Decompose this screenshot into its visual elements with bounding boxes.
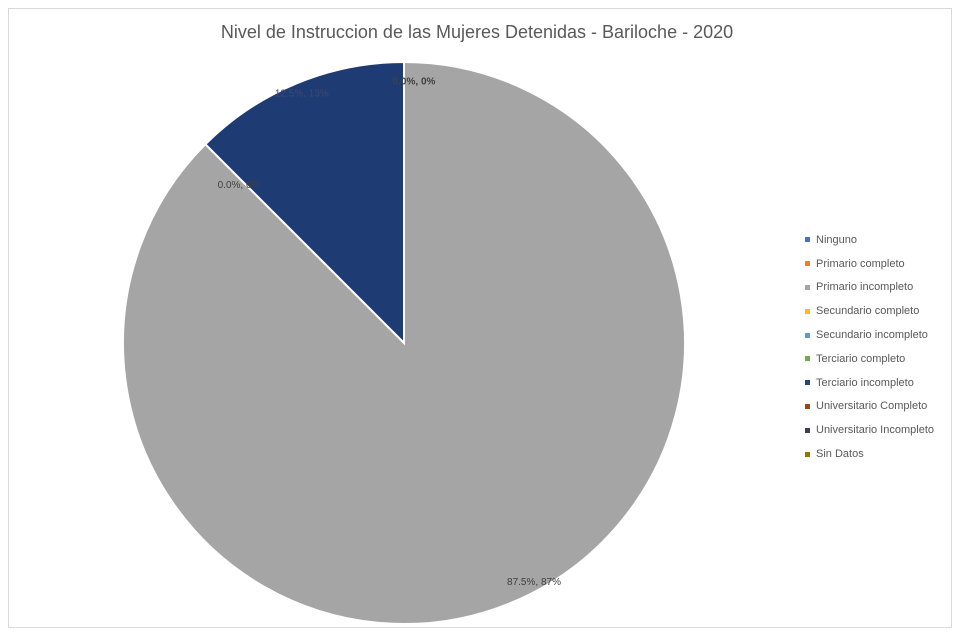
legend-swatch — [805, 308, 810, 314]
legend-item: Terciario completo — [805, 347, 934, 371]
legend-swatch — [805, 261, 810, 267]
legend-item: Sin Datos — [805, 442, 934, 466]
legend-label: Sin Datos — [816, 448, 864, 461]
chart-title: Nivel de Instruccion de las Mujeres Dete… — [220, 22, 734, 42]
legend-swatch — [805, 451, 810, 457]
legend-label: Universitario Completo — [816, 400, 928, 413]
legend-item: Secundario completo — [805, 299, 934, 323]
chart-area — [8, 8, 952, 628]
legend-swatch — [805, 427, 810, 433]
pie-slice-primario-completo — [203, 60, 405, 346]
legend-item: Primario completo — [805, 252, 934, 276]
legend-label: Secundario completo — [816, 305, 920, 318]
pie-slice-primario-incompleto — [122, 60, 686, 625]
legend-label: Primario completo — [816, 257, 905, 270]
data-label: 87.5%, 87% — [507, 577, 561, 588]
legend-label: Universitario Incompleto — [816, 424, 934, 437]
legend-swatch — [805, 380, 810, 386]
legend-label: Secundario incompleto — [816, 329, 928, 342]
legend-swatch — [805, 284, 810, 290]
legend-swatch — [805, 356, 810, 362]
legend-label: Terciario incompleto — [816, 376, 914, 389]
legend-item: Primario incompleto — [805, 276, 934, 300]
data-label: 0.0%, 0% — [393, 76, 436, 87]
legend-item: Ninguno — [805, 228, 934, 252]
legend-swatch — [805, 403, 810, 409]
legend-item: Terciario incompleto — [805, 371, 934, 395]
legend-item: Universitario Completo — [805, 395, 934, 419]
legend-label: Ninguno — [816, 233, 857, 246]
legend-swatch — [805, 237, 810, 243]
legend-swatch — [805, 332, 810, 338]
legend: Ninguno Primario completo Primario incompl… — [805, 228, 934, 466]
legend-label: Primario incompleto — [816, 281, 914, 294]
legend-label: Terciario completo — [816, 352, 906, 365]
data-label: 12.5%, 13% — [275, 88, 329, 99]
data-label: 0.0%, 0% — [218, 180, 261, 191]
legend-item: Universitario Incompleto — [805, 418, 934, 442]
legend-item: Secundario incompleto — [805, 323, 934, 347]
